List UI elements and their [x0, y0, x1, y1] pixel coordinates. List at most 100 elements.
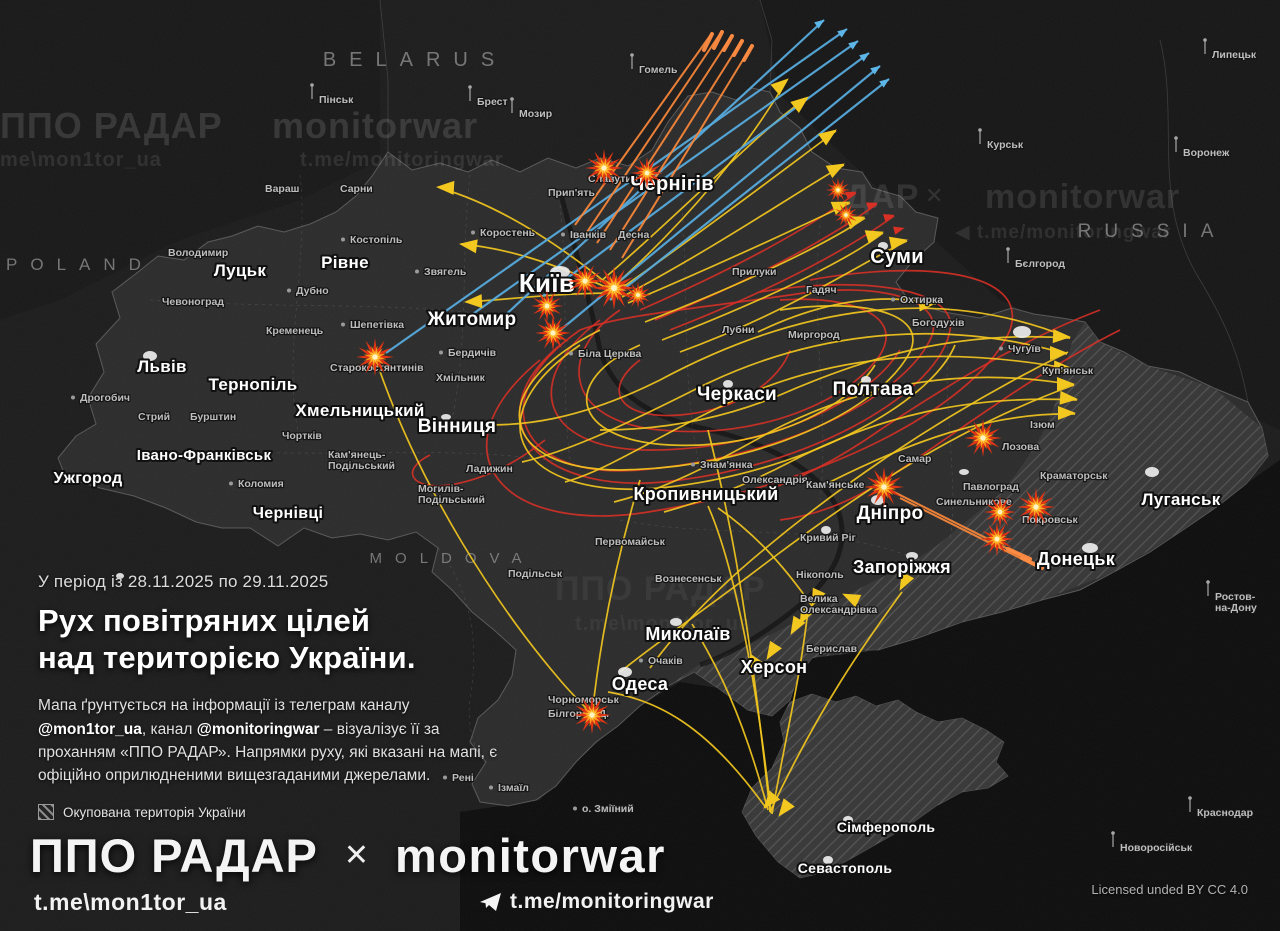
minor-city-label: Дубно [296, 285, 329, 297]
minor-city-label: Нікополь [796, 569, 844, 581]
city-shape [906, 552, 918, 560]
minor-city-label: Хмільник [436, 372, 486, 384]
minor-city-label: Звягель [424, 266, 467, 278]
city-dot [341, 322, 345, 327]
minor-city-label: Стрий [138, 411, 170, 423]
minor-city-label: Коростень [480, 227, 536, 239]
minor-city-label: Миргород [788, 329, 840, 341]
city-pin-head [510, 97, 514, 101]
minor-city-label: Бердичів [448, 347, 497, 359]
minor-city-label: Костопіль [350, 234, 403, 246]
minor-city-label: Гомель [639, 64, 678, 76]
info-panel: У період із 28.11.2025 по 29.11.2025 Рух… [38, 572, 518, 821]
minor-city-label: Коломия [238, 478, 284, 490]
city-dot [489, 785, 493, 790]
minor-city-label: Чевоноград [162, 296, 224, 308]
minor-city-label: Олександрія [742, 474, 808, 486]
country-label: RUSSIA [1078, 221, 1227, 242]
watermark-text: ППО РАДАР [0, 105, 223, 146]
country-label: MOLDOVA [370, 550, 535, 567]
major-city-label: Донецьк [1037, 549, 1116, 569]
major-city-label: Чернівці [253, 505, 324, 522]
major-city-label: Луцьк [214, 261, 266, 280]
minor-city-label: Берислав [806, 643, 858, 655]
city-dot [891, 297, 895, 302]
minor-city-label: Очаків [648, 655, 683, 667]
city-pin-head [1206, 580, 1210, 584]
country-label: POLAND [6, 255, 154, 274]
minor-city-label: Бєлгород [1015, 258, 1065, 270]
major-city-layer: КиївЧернігівСумиЖитомирПолтаваЧеркасиВін… [52, 171, 1223, 878]
city-pin-head [630, 53, 634, 57]
minor-city-label: Кам'янське [806, 479, 865, 491]
minor-city-label: Мозир [519, 108, 552, 120]
desc-part: Мапа ґрунтується на інформації із телегр… [38, 697, 410, 715]
minor-city-label: Куп'янськ [1042, 365, 1094, 377]
minor-city-label: Краматорськ [1040, 470, 1108, 482]
minor-city-label: Сарни [340, 183, 373, 195]
minor-city-label: Дрогобич [80, 392, 130, 404]
trajectory-layer-orange [574, 30, 1044, 570]
minor-city-label: Брест [477, 96, 508, 108]
city-shape [878, 242, 888, 250]
city-dot [229, 481, 233, 486]
minor-city-layer: Брест Пінськ Мозир Гомель Липецьк Курськ Ворон… [71, 38, 1258, 855]
city-shape [861, 376, 871, 384]
major-city-label: Рівне [321, 253, 369, 272]
minor-city-label: Богодухів [912, 317, 965, 329]
city-pin-head [1006, 247, 1010, 251]
country-label: BELARUS [323, 49, 507, 71]
watermark-layer: ППО РАДАР monitorwar me\mon1tor_ua t.me/mon… [0, 105, 1179, 635]
minor-city-label: Ладижин [466, 463, 513, 475]
country-label-layer: BELARUS POLAND RUSSIA MOLDOVA [6, 49, 1227, 567]
telegram-handle-mon1tor: @mon1tor_ua [38, 720, 142, 738]
city-shape [1082, 543, 1098, 553]
major-city-label: Дніпро [857, 503, 924, 524]
minor-city-label: Десна [618, 229, 649, 241]
minor-city-label: Велика Олександрівка [800, 593, 877, 616]
major-city-label: Запоріжжя [853, 557, 951, 577]
watermark-text: me\mon1tor_ua [0, 149, 162, 171]
major-city-label: Сімферополь [837, 819, 936, 835]
telegram-link-text: t.me/monitoringwar [510, 890, 714, 913]
major-city-label: Ужгород [54, 470, 123, 487]
legend-label: Окупована територія України [63, 804, 246, 820]
telegram-handle-monitoringwar: @monitoringwar [196, 720, 320, 738]
minor-city-label: Пінськ [319, 94, 354, 106]
city-dot [691, 462, 695, 467]
major-city-label: Хмельницький [295, 401, 424, 420]
city-shape [143, 351, 157, 361]
watermark-text: ППО РАДАР [555, 570, 766, 608]
minor-city-label: Могилів-Подільський [418, 483, 485, 506]
minor-city-label: Іванків [570, 229, 607, 241]
city-shape-layer [116, 242, 1159, 864]
city-shape [871, 495, 885, 505]
minor-city-label: Павлоград [963, 481, 1019, 493]
title-line-1: Рух повітряних цілей [38, 603, 371, 638]
minor-city-label: Рені [452, 772, 474, 784]
city-shape [618, 667, 632, 677]
city-shape [441, 414, 451, 420]
watermark-text: monitorwar [272, 105, 478, 146]
minor-city-label: Гадяч [806, 284, 837, 296]
city-shape [550, 266, 570, 278]
telegram-plane-icon [480, 893, 501, 911]
minor-city-label: Біла Церква [578, 348, 642, 360]
major-city-label: Тернопіль [209, 375, 298, 394]
major-city-label: Черкаси [697, 384, 777, 405]
minor-city-label: Первомайськ [595, 536, 666, 548]
minor-city-label: Шепетівка [350, 319, 404, 331]
city-dot [443, 775, 447, 780]
telegram-link-monitoringwar: t.me/monitoringwar [478, 890, 714, 914]
watermark-text: ДАР [845, 178, 919, 216]
major-city-label: Кропивницький [633, 484, 778, 504]
title-line-2: над територією України. [38, 640, 416, 676]
major-city-label: Херсон [741, 657, 808, 677]
minor-city-label: Володимир [168, 247, 228, 259]
minor-city-label: Прилуки [732, 266, 777, 278]
city-dot [71, 395, 75, 400]
desc-part: – візуалізує її за проханням «ППО РАДАР»… [38, 720, 498, 785]
brand-separator-x: ✕ [343, 839, 369, 872]
city-dot [341, 237, 345, 242]
